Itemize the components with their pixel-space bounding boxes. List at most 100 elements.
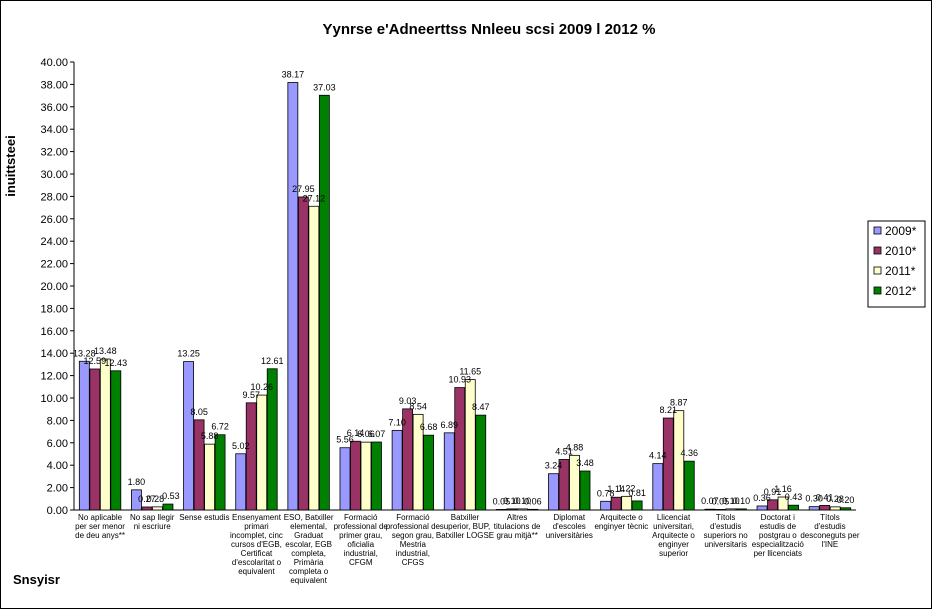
data-label: 0.20 <box>837 495 855 505</box>
data-label: 6.06 <box>357 429 375 439</box>
data-label: 27.95 <box>292 184 315 194</box>
bar <box>193 419 205 511</box>
bar <box>256 394 268 511</box>
bar <box>412 413 424 511</box>
y-tick-label: 28.00 <box>40 191 68 203</box>
y-tick-label: 34.00 <box>40 124 68 136</box>
bar <box>131 489 142 511</box>
data-label: 13.28 <box>73 348 96 358</box>
data-label: 0.81 <box>628 488 646 498</box>
data-label: 7.10 <box>388 417 406 427</box>
data-label: 5.88 <box>201 431 219 441</box>
bars <box>78 82 852 511</box>
bar <box>245 402 257 511</box>
y-tick-label: 20.00 <box>40 281 68 293</box>
y-tick-label: 40.00 <box>40 57 68 69</box>
data-label: 0.10 <box>514 496 532 506</box>
bar <box>569 454 580 511</box>
data-label: 4.88 <box>566 442 584 452</box>
data-label: 0.28 <box>147 494 165 504</box>
data-label: 4.51 <box>555 446 573 456</box>
bar <box>308 205 320 511</box>
data-label: 11.65 <box>459 367 481 377</box>
legend-entry: 2010* <box>885 244 917 258</box>
data-label: 13.25 <box>177 349 200 359</box>
bar <box>767 499 778 511</box>
data-label: 38.17 <box>282 69 305 79</box>
legend-entry: 2009* <box>885 224 917 238</box>
data-label: 13.48 <box>94 346 117 356</box>
bar <box>183 361 194 511</box>
data-label: 6.68 <box>420 422 438 432</box>
category-label: Llicenciat universitari, Arquitecte o engin… <box>652 513 695 558</box>
y-tick-label: 8.00 <box>47 415 68 427</box>
legend-swatch <box>873 266 882 275</box>
bar <box>110 370 122 511</box>
bar <box>162 503 174 511</box>
category-label: No sap llegir ni escriure <box>130 513 175 531</box>
category-label: Batxiller superior, BUP, Batxiller LOGSE <box>436 513 494 540</box>
category-label: Formació professional de segon grau, Mestri… <box>386 513 441 567</box>
bar <box>808 506 820 511</box>
bar <box>287 82 299 511</box>
bar <box>548 473 559 511</box>
bar <box>78 360 90 511</box>
data-label: 9.57 <box>242 390 260 400</box>
data-label: 0.41 <box>816 492 834 502</box>
data-label: 0.06 <box>524 496 542 506</box>
legend-entry: 2012* <box>885 284 917 298</box>
data-label: 0.10 <box>503 496 521 506</box>
data-label: 6.89 <box>440 420 458 430</box>
bar <box>475 414 487 511</box>
bar <box>652 463 664 511</box>
bar <box>443 432 455 511</box>
bar <box>704 508 716 511</box>
bar <box>350 440 361 511</box>
bar <box>829 506 841 511</box>
y-tick-label: 22.00 <box>40 259 68 271</box>
data-label: 0.91 <box>764 487 782 497</box>
legend-swatch <box>873 246 882 255</box>
bar <box>99 358 111 511</box>
bar <box>391 430 403 511</box>
bar <box>495 509 507 511</box>
category-label: Títols d'estudis desconeguts per l'INE <box>800 513 859 549</box>
bar <box>339 447 351 511</box>
y-tick-label: 30.00 <box>40 169 68 181</box>
bar <box>235 453 247 511</box>
data-label: 6.14 <box>347 428 365 438</box>
bar <box>600 500 612 511</box>
y-tick-label: 24.00 <box>40 236 68 248</box>
y-tick-label: 10.00 <box>40 393 68 405</box>
bar <box>777 496 789 511</box>
bar <box>788 504 799 511</box>
bar <box>715 509 726 511</box>
category-label: Altres titulacions de grau mitjà** <box>494 513 541 540</box>
y-tick-label: 26.00 <box>40 214 68 226</box>
bar <box>621 495 633 511</box>
category-label: Arquitecte o enginyer tècnic <box>594 513 648 531</box>
data-label: 8.47 <box>472 402 490 412</box>
y-tick-label: 0.00 <box>47 505 68 517</box>
data-label: 0.10 <box>733 496 751 506</box>
x-axis-label: Snsyisr <box>13 572 60 587</box>
bar <box>318 94 330 511</box>
category-label: Diplomat d'escoles universitàries <box>546 513 593 540</box>
data-label: 12.43 <box>105 358 128 368</box>
legend-swatch <box>873 286 882 295</box>
data-label: 0.36 <box>753 493 771 503</box>
data-label: 4.36 <box>681 448 699 458</box>
bar <box>725 508 737 511</box>
data-label: 0.10 <box>722 496 740 506</box>
data-label: 4.14 <box>649 451 667 461</box>
data-label: 0.30 <box>805 494 823 504</box>
y-tick-label: 14.00 <box>40 348 68 360</box>
bar <box>360 441 372 511</box>
bar <box>371 441 382 511</box>
bar <box>402 408 414 511</box>
data-label: 0.07 <box>701 496 719 506</box>
data-label: 6.07 <box>368 429 386 439</box>
data-label: 5.02 <box>232 441 250 451</box>
data-label: 8.21 <box>660 405 678 415</box>
